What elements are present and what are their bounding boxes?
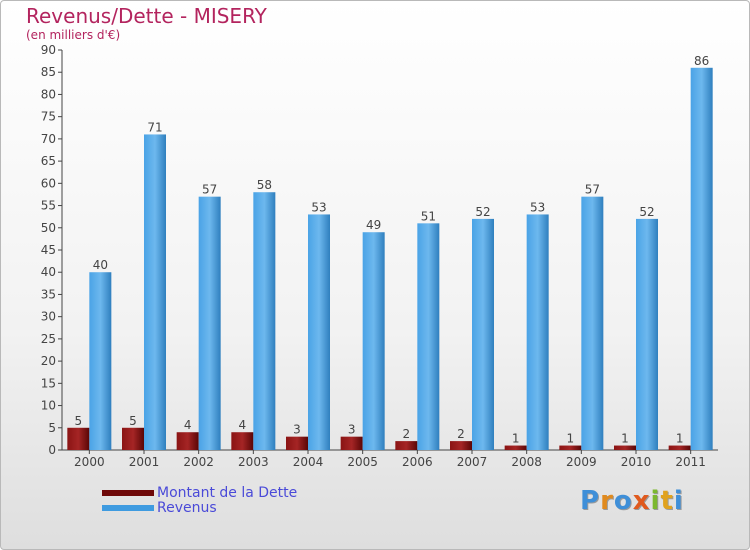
bar-debt-value-label: 2: [457, 427, 465, 441]
bar-debt: [395, 441, 418, 450]
bar-revenue-value-label: 52: [639, 205, 654, 219]
chart-title: Revenus/Dette - MISERY: [26, 4, 267, 28]
bar-revenue-value-label: 53: [311, 200, 326, 214]
bar-debt-value-label: 4: [239, 418, 247, 432]
proxiti-logo: Proxiti: [580, 486, 684, 516]
legend-label-debt: Montant de la Dette: [157, 485, 298, 501]
bar-revenue: [362, 232, 385, 450]
bar-revenue-value-label: 51: [421, 209, 436, 223]
x-tick-label: 2004: [293, 455, 324, 469]
chart-subtitle: (en milliers d'€): [26, 28, 121, 42]
x-tick-label: 2001: [129, 455, 160, 469]
x-tick-label: 2006: [402, 455, 433, 469]
legend-swatch-revenue: [102, 505, 154, 511]
y-tick-label: 75: [41, 110, 56, 124]
bar-revenue: [472, 218, 494, 450]
y-tick-label: 30: [41, 310, 56, 324]
bar-revenue: [89, 272, 112, 450]
x-tick-label: 2007: [457, 455, 488, 469]
y-tick-label: 55: [41, 199, 56, 213]
y-tick-label: 15: [41, 376, 56, 390]
bar-debt: [668, 445, 691, 450]
legend-label-revenue: Revenus: [157, 500, 217, 516]
y-tick-label: 90: [41, 43, 56, 57]
legend-swatch-debt: [102, 490, 154, 496]
x-tick-label: 2003: [238, 455, 269, 469]
x-tick-label: 2011: [675, 455, 706, 469]
bar-revenue-value-label: 58: [257, 178, 272, 192]
y-tick-label: 5: [48, 421, 56, 435]
y-tick-label: 0: [48, 443, 56, 457]
x-tick-label: 2008: [511, 455, 542, 469]
x-tick-label: 2010: [621, 455, 652, 469]
bar-debt: [176, 432, 199, 450]
bar-debt: [614, 445, 636, 450]
bar-debt: [67, 427, 90, 450]
bar-revenue: [253, 192, 276, 450]
y-tick-label: 60: [41, 176, 56, 190]
bar-revenue: [636, 218, 658, 450]
bar-revenue-value-label: 86: [694, 54, 709, 68]
bar-debt-value-label: 1: [621, 432, 629, 446]
bar-revenue: [144, 134, 166, 450]
bar-revenue: [308, 214, 330, 450]
bar-debt: [340, 436, 363, 450]
y-tick-label: 80: [41, 87, 56, 101]
bar-revenue-value-label: 57: [585, 183, 600, 197]
bar-debt-value-label: 4: [184, 418, 192, 432]
bar-revenue-value-label: 49: [366, 218, 381, 232]
bar-debt-value-label: 5: [75, 414, 83, 428]
bar-debt-value-label: 2: [403, 427, 411, 441]
y-tick-label: 70: [41, 132, 56, 146]
bar-debt-value-label: 3: [348, 423, 356, 437]
bar-revenue-value-label: 40: [93, 258, 108, 272]
bar-revenue: [198, 196, 221, 450]
y-tick-label: 10: [41, 399, 56, 413]
bar-debt: [286, 436, 308, 450]
bar-debt-value-label: 5: [129, 414, 137, 428]
bar-debt-value-label: 3: [293, 423, 301, 437]
y-tick-label: 50: [41, 221, 56, 235]
y-tick-label: 45: [41, 243, 56, 257]
bar-revenue-value-label: 57: [202, 183, 217, 197]
y-tick-label: 25: [41, 332, 56, 346]
bar-debt-value-label: 1: [567, 432, 575, 446]
bar-debt-value-label: 1: [676, 432, 684, 446]
y-tick-label: 85: [41, 65, 56, 79]
y-tick-label: 20: [41, 354, 56, 368]
y-tick-label: 35: [41, 287, 56, 301]
y-tick-label: 40: [41, 265, 56, 279]
x-tick-label: 2005: [347, 455, 378, 469]
bar-revenue-value-label: 71: [147, 120, 162, 134]
bar-debt-value-label: 1: [512, 432, 520, 446]
y-tick-label: 65: [41, 154, 56, 168]
bar-debt: [504, 445, 527, 450]
x-tick-label: 2009: [566, 455, 597, 469]
bar-revenue-value-label: 53: [530, 200, 545, 214]
bar-revenue-value-label: 52: [475, 205, 490, 219]
x-tick-label: 2000: [74, 455, 105, 469]
bar-debt: [450, 441, 472, 450]
x-tick-label: 2002: [183, 455, 214, 469]
bar-revenue: [526, 214, 549, 450]
bar-debt: [122, 427, 144, 450]
bar-debt: [559, 445, 582, 450]
bar-revenue: [690, 67, 713, 451]
bar-debt: [231, 432, 254, 450]
bar-revenue: [581, 196, 604, 450]
bar-revenue: [417, 223, 440, 450]
